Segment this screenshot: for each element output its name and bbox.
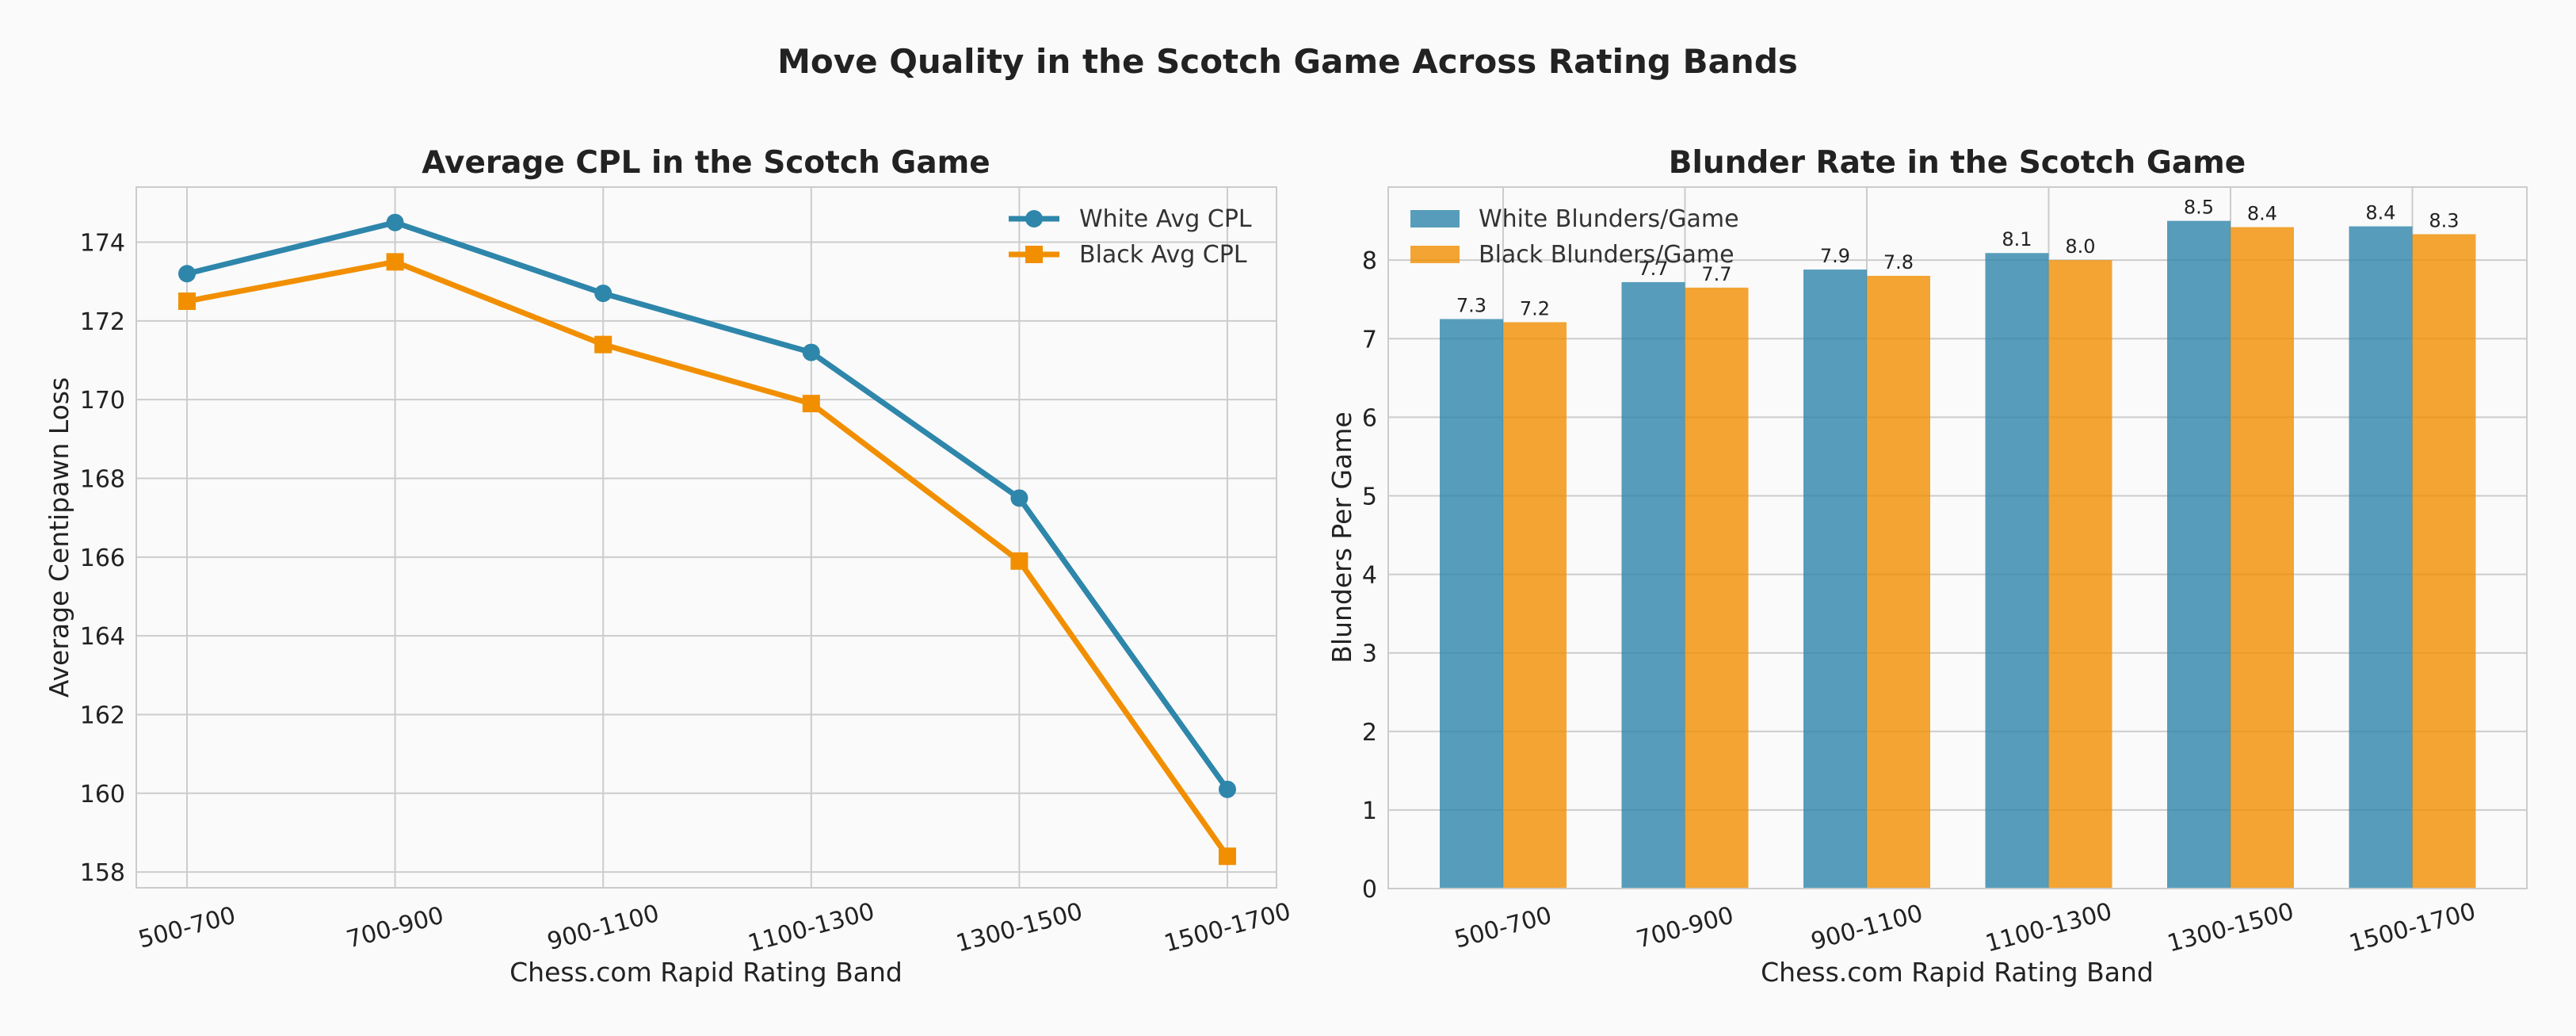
- blunder-bar: [1685, 287, 1749, 889]
- blunder-legend-swatch: [1410, 210, 1460, 227]
- blunder-chart-title: Blunder Rate in the Scotch Game: [1669, 145, 2246, 181]
- blunder-plot-frame: [1387, 186, 2528, 889]
- cpl-point: [1219, 847, 1236, 866]
- blunder-bar: [1440, 319, 1503, 889]
- blunder-y-tick-label: 7: [1362, 326, 1377, 354]
- cpl-series: [178, 213, 1236, 866]
- blunder-y-tick-label: 3: [1362, 640, 1377, 668]
- blunder-bar: [2412, 234, 2476, 889]
- blunder-bar: [2048, 260, 2112, 889]
- blunder-bar: [2231, 227, 2294, 889]
- blunder-bar-value-label: 7.7: [1701, 263, 1731, 285]
- blunder-bar: [1621, 281, 1685, 889]
- blunder-bar-value-label: 8.4: [2365, 202, 2395, 224]
- cpl-plot-frame: [135, 186, 1277, 889]
- cpl-y-tick-label: 160: [80, 781, 125, 809]
- figure-title: Move Quality in the Scotch Game Across R…: [777, 42, 1798, 81]
- blunder-y-tick-label: 0: [1362, 876, 1377, 904]
- cpl-legend-marker: [1025, 210, 1043, 227]
- blunder-bar: [1985, 253, 2049, 889]
- blunder-bar-chart: Blunder Rate in the Scotch Game 7.37.77.…: [1326, 145, 2528, 988]
- cpl-series-line: [186, 258, 1230, 858]
- blunder-bar-value-label: 7.2: [1520, 297, 1550, 319]
- blunder-bar: [2167, 220, 2231, 889]
- blunder-legend-label: Black Blunders/Game: [1479, 241, 1735, 269]
- cpl-legend-marker: [1025, 246, 1043, 263]
- blunder-y-ticks: 0 1 2 3 4 5 6 7 8: [1362, 247, 1377, 904]
- cpl-y-tick-label: 174: [80, 230, 125, 258]
- cpl-point: [802, 395, 820, 413]
- cpl-point: [386, 253, 404, 271]
- blunder-legend: White Blunders/Game Black Blunders/Game: [1410, 205, 1739, 269]
- blunder-bar: [1867, 275, 1930, 889]
- cpl-point: [178, 292, 196, 311]
- cpl-y-tick-label: 164: [80, 623, 125, 651]
- blunder-y-tick-label: 5: [1362, 483, 1377, 510]
- cpl-x-axis-label: Chess.com Rapid Rating Band: [509, 957, 903, 988]
- blunder-bar-value-label: 7.3: [1456, 294, 1486, 316]
- blunder-bar-value-label: 8.5: [2184, 197, 2214, 219]
- cpl-point: [1010, 552, 1028, 570]
- cpl-series-line: [186, 220, 1230, 791]
- blunder-legend-label: White Blunders/Game: [1479, 205, 1739, 233]
- blunder-bars: 7.3 7.7 7.9 8.1 8.5 8.4 7.2 7.7 7.8 8.0 8.4 8.3: [1440, 197, 2476, 889]
- cpl-y-axis-label: Average Centipawn Loss: [44, 377, 74, 698]
- blunder-y-tick-label: 8: [1362, 247, 1377, 275]
- cpl-legend-label: White Avg CPL: [1079, 205, 1252, 233]
- cpl-point: [594, 285, 613, 303]
- blunder-x-axis-label: Chess.com Rapid Rating Band: [1761, 957, 2154, 988]
- cpl-chart-title: Average CPL in the Scotch Game: [422, 145, 990, 181]
- blunder-bar-value-label: 7.9: [1820, 245, 1850, 267]
- blunder-bar: [1803, 270, 1867, 889]
- blunder-bar-value-label: 8.1: [2002, 228, 2032, 250]
- cpl-point: [1010, 489, 1028, 507]
- blunder-bar-value-label: 8.0: [2065, 235, 2095, 258]
- blunder-bar-value-label: 8.4: [2247, 203, 2277, 225]
- blunder-bar: [1503, 322, 1567, 889]
- cpl-y-tick-label: 172: [80, 308, 125, 336]
- blunder-legend-swatch: [1410, 246, 1460, 263]
- cpl-point: [1219, 780, 1236, 798]
- cpl-y-ticks: 158 160 162 164 166 168 170 172 174: [80, 230, 125, 888]
- cpl-y-tick-label: 162: [80, 701, 125, 729]
- cpl-point: [594, 335, 613, 354]
- blunder-bar: [2349, 226, 2413, 889]
- blunder-y-tick-label: 6: [1362, 404, 1377, 432]
- blunder-bar-value-label: 8.3: [2429, 209, 2459, 231]
- blunder-y-tick-label: 1: [1362, 797, 1377, 825]
- blunder-y-tick-label: 2: [1362, 719, 1377, 747]
- cpl-point: [386, 213, 404, 231]
- cpl-legend: White Avg CPL Black Avg CPL: [1009, 205, 1252, 269]
- cpl-point: [802, 343, 820, 361]
- blunder-y-axis-label: Blunders Per Game: [1326, 411, 1357, 663]
- blunder-bar-value-label: 7.7: [1638, 258, 1668, 280]
- cpl-y-tick-label: 166: [80, 545, 125, 572]
- cpl-y-tick-label: 168: [80, 466, 125, 494]
- blunder-y-tick-label: 4: [1362, 562, 1377, 590]
- blunder-bar-value-label: 7.8: [1883, 251, 1914, 273]
- cpl-y-tick-label: 170: [80, 387, 125, 415]
- cpl-legend-label: Black Avg CPL: [1079, 241, 1247, 269]
- cpl-y-tick-label: 158: [80, 859, 125, 887]
- cpl-point: [178, 265, 196, 283]
